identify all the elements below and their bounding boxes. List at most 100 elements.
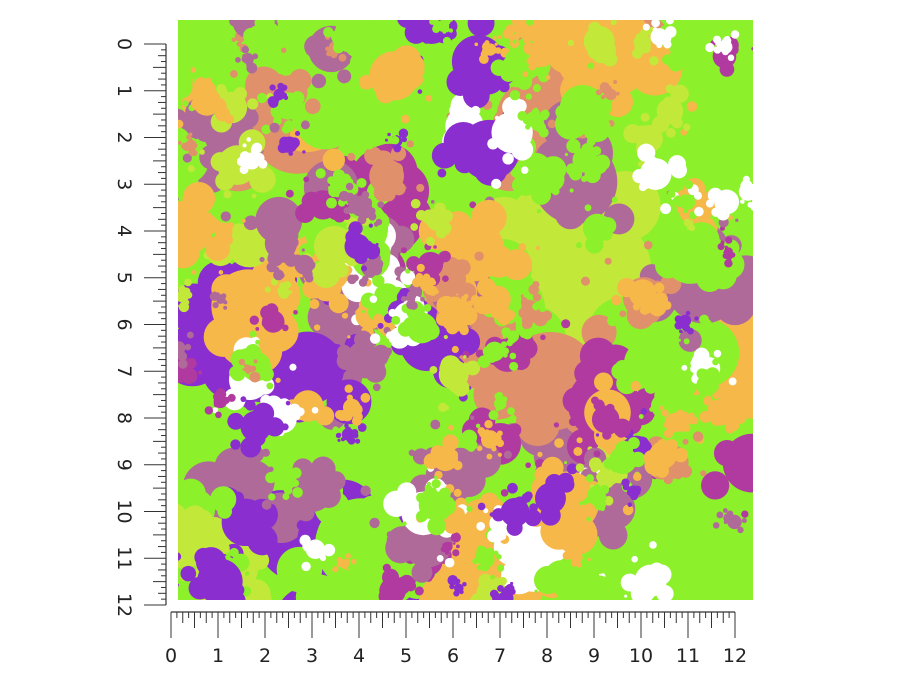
- paint-splat: [315, 168, 367, 209]
- paint-splat: [236, 137, 268, 175]
- ruler-label: 5: [113, 272, 135, 284]
- paint-splat: [459, 270, 515, 326]
- ruler-label: 12: [113, 593, 135, 617]
- paint-splat: [603, 437, 646, 493]
- paint-splat: [270, 277, 293, 299]
- paint-splat: [517, 107, 550, 138]
- paint-splatter-pattern: [178, 20, 753, 600]
- paint-splat: [178, 354, 203, 385]
- ruler-label: 0: [165, 645, 177, 667]
- paint-splat: [265, 453, 303, 501]
- paint-splat: [693, 358, 728, 409]
- paint-splat: [267, 82, 289, 109]
- ruler-label: 8: [541, 645, 553, 667]
- paint-splat: [446, 423, 481, 452]
- paint-splat: [332, 553, 357, 573]
- ruler-label: 9: [588, 645, 600, 667]
- paint-splat: [178, 547, 246, 600]
- paint-splat: [657, 405, 699, 450]
- paint-splat: [284, 237, 316, 283]
- ruler-label: 7: [113, 365, 135, 377]
- paint-splat: [567, 20, 618, 67]
- paint-splat: [651, 84, 691, 138]
- ruler-label: 4: [113, 225, 135, 237]
- paint-splat: [411, 263, 439, 296]
- ruler-label: 12: [723, 645, 747, 667]
- ruler-label: 1: [113, 85, 135, 97]
- paint-splat: [238, 358, 261, 383]
- paint-splat: [178, 132, 198, 157]
- ruler-label: 4: [353, 645, 365, 667]
- ruler-label: 5: [400, 645, 412, 667]
- paint-splat: [474, 35, 511, 65]
- paint-splat: [621, 478, 642, 508]
- paint-splat: [620, 541, 674, 600]
- paint-splat: [632, 143, 699, 215]
- ruler-label: 0: [113, 38, 135, 50]
- ruler-label: 11: [113, 546, 135, 570]
- paint-splat: [701, 433, 753, 518]
- paint-splat: [447, 574, 467, 597]
- paint-splat: [349, 93, 401, 150]
- paint-splat: [633, 417, 689, 481]
- ruler-label: 2: [259, 645, 271, 667]
- paint-splat: [524, 463, 578, 526]
- paint-splat: [705, 30, 740, 62]
- paint-splat: [477, 341, 519, 371]
- paint-splat: [643, 189, 745, 330]
- paint-splat: [501, 327, 533, 347]
- paint-splat: [658, 25, 719, 72]
- paint-splat: [299, 534, 336, 572]
- ruler-label: 3: [306, 645, 318, 667]
- paint-splat: [338, 182, 385, 227]
- paint-splat: [717, 236, 736, 268]
- ruler-label: 1: [212, 645, 224, 667]
- ruler-label: 3: [113, 178, 135, 190]
- paint-splat: [355, 20, 433, 124]
- paint-splat: [178, 331, 194, 369]
- paint-splat: [249, 303, 298, 333]
- paint-splat: [435, 293, 480, 354]
- horizontal-ruler: 0 1 2 3 4 5 6 7 8 9 10 11 12: [165, 611, 747, 667]
- paint-splat: [204, 388, 236, 419]
- ruler-label: 7: [494, 645, 506, 667]
- paint-splat: [476, 420, 505, 460]
- paint-splat: [488, 391, 515, 421]
- paint-splat: [642, 20, 677, 49]
- paint-splat: [339, 20, 393, 63]
- paint-splat: [347, 253, 384, 287]
- paint-splat: [266, 241, 289, 281]
- paint-splat: [410, 198, 453, 246]
- ruler-label: 8: [113, 412, 135, 424]
- paint-splat: [187, 129, 276, 199]
- paint-splat: [503, 280, 553, 330]
- ruler-label: 11: [676, 645, 700, 667]
- paint-splat: [201, 212, 246, 246]
- paint-splat: [564, 126, 611, 184]
- ruler-label: 10: [113, 499, 135, 523]
- paint-splat: [229, 330, 274, 390]
- paint-splat: [568, 396, 632, 458]
- paint-splat: [335, 423, 367, 445]
- paint-splat: [564, 547, 591, 568]
- paint-splat: [178, 77, 235, 129]
- paint-splat: [472, 545, 505, 580]
- pattern-swatch: [178, 20, 753, 600]
- paint-splat: [235, 52, 259, 74]
- paint-splat: [522, 32, 571, 80]
- paint-splat: [489, 581, 516, 600]
- ruler-label: 6: [447, 645, 459, 667]
- paint-splat: [632, 26, 659, 66]
- paint-splat: [555, 62, 633, 144]
- paint-splat: [347, 140, 425, 202]
- ruler-label: 2: [113, 131, 135, 143]
- paint-splat: [227, 396, 291, 458]
- paint-splat: [683, 211, 696, 232]
- paint-splat: [423, 251, 484, 321]
- ruler-label: 6: [113, 318, 135, 330]
- paint-splat: [738, 175, 753, 211]
- paint-splat: [209, 291, 228, 310]
- paint-splat: [402, 475, 473, 536]
- paint-splat: [712, 508, 747, 534]
